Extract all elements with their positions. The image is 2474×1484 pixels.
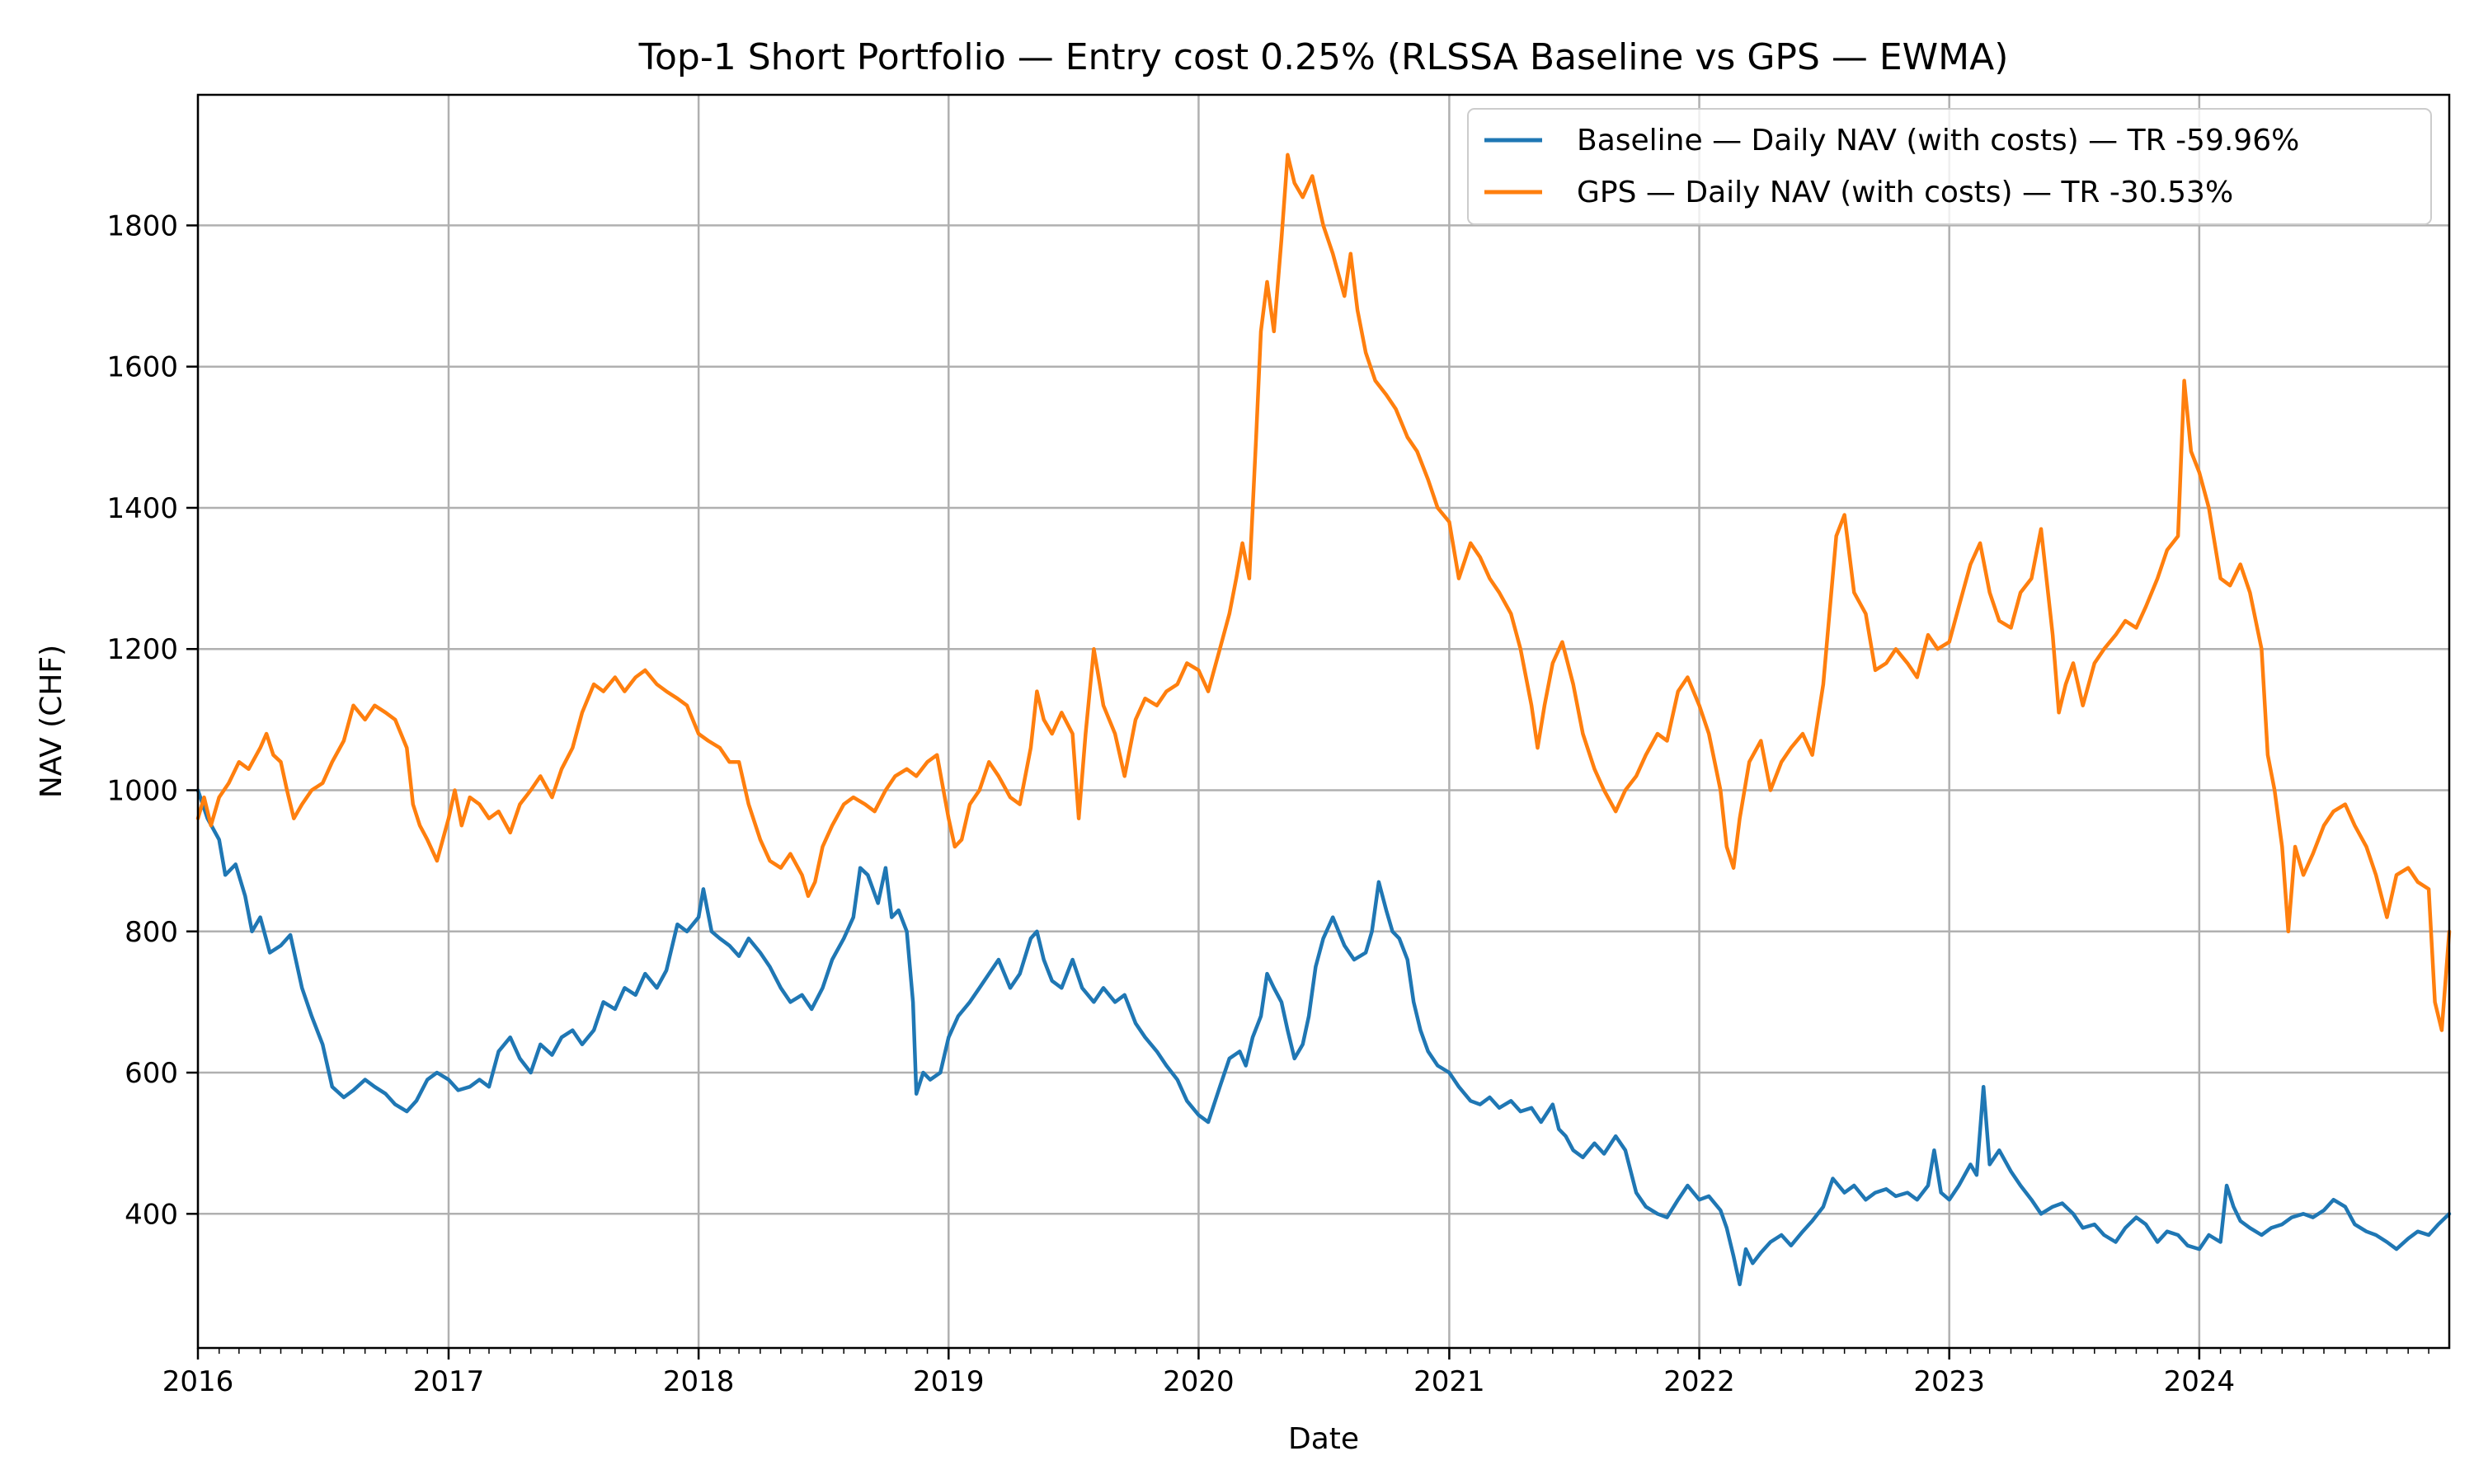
y-tick-label: 400 <box>125 1198 178 1231</box>
y-tick-label: 800 <box>125 916 178 949</box>
y-tick-label: 1800 <box>106 209 178 242</box>
x-tick-label: 2023 <box>1913 1365 1985 1398</box>
x-tick-label: 2018 <box>663 1365 735 1398</box>
y-axis-title: NAV (CHF) <box>35 645 68 798</box>
x-axis: 2016 2017 2018 2019 2020 2021 2022 2023 2024 <box>162 1348 2429 1398</box>
y-tick-label: 600 <box>125 1057 178 1090</box>
x-tick-label: 2024 <box>2164 1365 2236 1398</box>
x-tick-label: 2017 <box>413 1365 485 1398</box>
plot-frame <box>196 93 2451 1350</box>
series-layer <box>195 153 2452 1287</box>
legend-label-gps: GPS — Daily NAV (with costs) — TR -30.53… <box>1577 176 2233 209</box>
series-line-baseline <box>195 788 2452 1287</box>
y-tick-label: 1000 <box>106 774 178 807</box>
y-tick-label: 1200 <box>106 633 178 666</box>
y-tick-label: 1400 <box>106 492 178 525</box>
x-axis-title: Date <box>1288 1422 1359 1456</box>
x-tick-label: 2022 <box>1663 1365 1735 1398</box>
series-line-gps <box>195 153 2452 1032</box>
x-tick-label: 2016 <box>162 1365 234 1398</box>
y-tick-label: 1600 <box>106 351 178 384</box>
y-axis: 400 600 800 1000 1200 1400 1600 1800 <box>106 209 198 1231</box>
gridlines <box>196 95 2449 1348</box>
chart-title: Top-1 Short Portfolio — Entry cost 0.25%… <box>638 36 2009 78</box>
x-tick-label: 2019 <box>913 1365 985 1398</box>
legend-box <box>1467 108 2432 225</box>
legend: Baseline — Daily NAV (with costs) — TR -… <box>1467 108 2432 225</box>
x-tick-label: 2021 <box>1413 1365 1485 1398</box>
x-tick-label: 2020 <box>1163 1365 1235 1398</box>
legend-label-baseline: Baseline — Daily NAV (with costs) — TR -… <box>1577 124 2299 157</box>
